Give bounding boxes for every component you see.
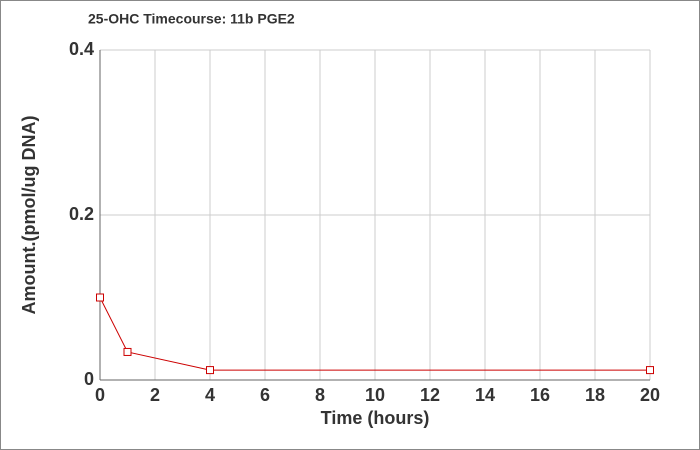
- x-tick-label: 18: [585, 385, 605, 405]
- x-tick-label: 0: [95, 385, 105, 405]
- x-axis-label: Time (hours): [321, 408, 430, 428]
- x-tick-label: 8: [315, 385, 325, 405]
- y-tick-label: 0.4: [69, 39, 94, 59]
- x-tick-label: 10: [365, 385, 385, 405]
- y-axis-label: Amount.(pmol/ug DNA): [19, 116, 39, 315]
- point-marker: [646, 366, 654, 375]
- x-tick-label: 14: [475, 385, 495, 405]
- y-tick-label: 0: [84, 369, 94, 389]
- point-marker: [206, 366, 214, 375]
- y-tick-label: 0.2: [69, 204, 94, 224]
- point-marker: [96, 293, 104, 302]
- x-tick-label: 20: [640, 385, 660, 405]
- x-tick-label: 2: [150, 385, 160, 405]
- series-line: [99, 297, 650, 371]
- x-tick-label: 16: [530, 385, 550, 405]
- x-tick-label: 12: [420, 385, 440, 405]
- x-tick-label: 4: [205, 385, 215, 405]
- chart-title: 25-OHC Timecourse: 11b PGE2: [88, 11, 295, 27]
- point-marker: [123, 347, 132, 356]
- x-tick-label: 6: [260, 385, 270, 405]
